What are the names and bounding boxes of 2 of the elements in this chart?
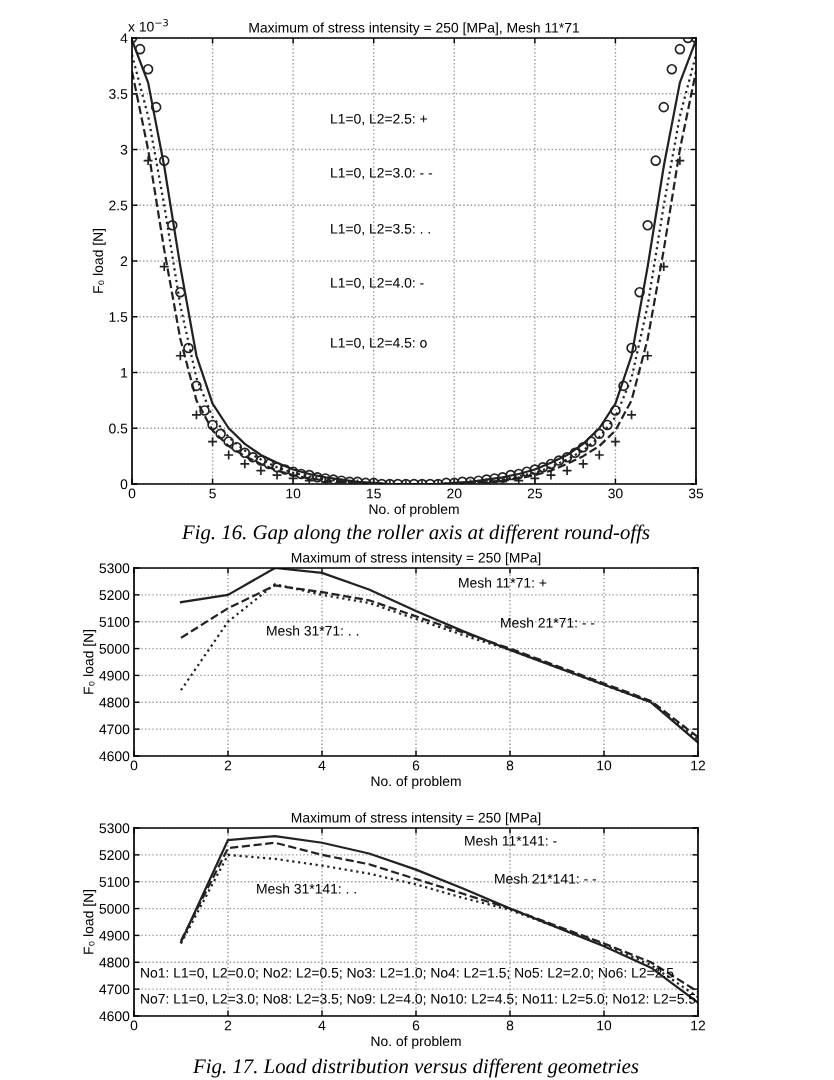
caption: Fig. 16. Gap along the roller axis at different round-offs bbox=[181, 524, 650, 544]
caption: Fig. 17. Load distribution versus different geometries bbox=[192, 1058, 639, 1078]
